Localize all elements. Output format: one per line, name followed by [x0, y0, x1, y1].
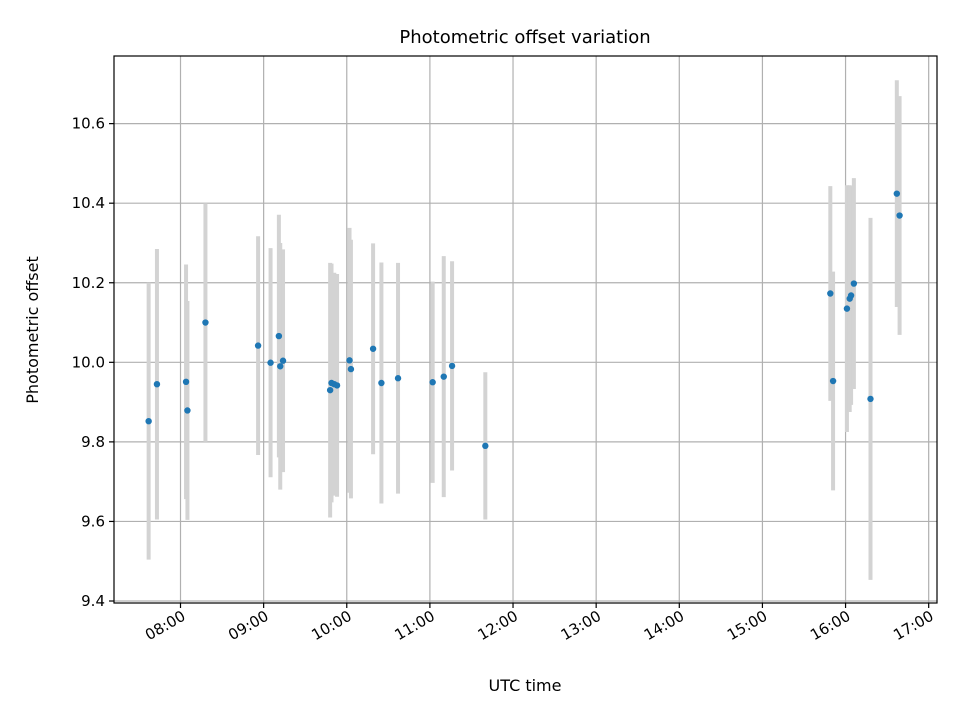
data-point: [850, 280, 858, 287]
y-tick-label: 10.2: [72, 274, 105, 292]
x-axis-title: UTC time: [489, 676, 562, 695]
data-points: [145, 190, 903, 450]
grid: [114, 56, 937, 603]
x-tick-label: 16:00: [807, 607, 853, 644]
chart-title: Photometric offset variation: [399, 27, 650, 48]
data-point: [378, 379, 385, 387]
y-tick-label: 10.6: [72, 115, 105, 133]
x-tick-label: 17:00: [890, 607, 936, 644]
data-point: [482, 442, 489, 450]
y-tick-label: 9.6: [81, 512, 105, 530]
data-point: [346, 357, 353, 364]
data-point: [843, 305, 851, 312]
data-point: [369, 345, 377, 352]
x-tick-label: 09:00: [225, 607, 271, 644]
y-tick-label: 10.0: [72, 353, 105, 371]
data-point: [448, 362, 456, 370]
x-tick-label: 08:00: [142, 607, 188, 644]
data-point: [267, 359, 274, 366]
x-tick-label: 13:00: [558, 607, 604, 644]
data-point: [275, 332, 283, 340]
y-tick-label: 9.4: [81, 592, 105, 610]
plot-frame: [113, 55, 938, 604]
y-axis-ticks: 9.4 9.6 9.8 10.0 10.2 10.4 10.6: [72, 115, 114, 610]
data-point: [145, 417, 152, 425]
x-tick-label: 14:00: [641, 607, 687, 644]
y-axis-title: Photometric offset: [23, 256, 42, 404]
data-point: [896, 212, 903, 219]
data-point: [182, 378, 190, 386]
data-point: [326, 386, 334, 394]
data-point: [254, 342, 262, 349]
x-tick-label: 11:00: [391, 607, 437, 644]
y-tick-label: 10.4: [72, 194, 105, 212]
data-point: [829, 377, 837, 385]
x-tick-label: 15:00: [724, 607, 770, 644]
data-point: [153, 381, 161, 388]
data-point: [440, 373, 447, 380]
data-point: [827, 290, 834, 297]
x-tick-label: 10:00: [308, 607, 354, 644]
data-point: [893, 190, 901, 197]
data-point: [347, 365, 355, 373]
data-point: [277, 363, 284, 370]
x-axis-ticks: 08:00 09:00 10:00 11:00 12:00 13:00 14:00 15:00…: [142, 603, 937, 644]
y-tick-label: 9.8: [81, 433, 105, 451]
data-point: [184, 407, 191, 414]
data-point: [202, 319, 209, 326]
data-point: [429, 379, 436, 386]
data-point: [867, 395, 874, 403]
data-point: [279, 357, 287, 364]
data-point: [333, 382, 341, 389]
data-point: [394, 375, 402, 382]
x-tick-label: 12:00: [475, 607, 521, 644]
error-bars: [146, 80, 902, 580]
data-point: [847, 292, 855, 299]
